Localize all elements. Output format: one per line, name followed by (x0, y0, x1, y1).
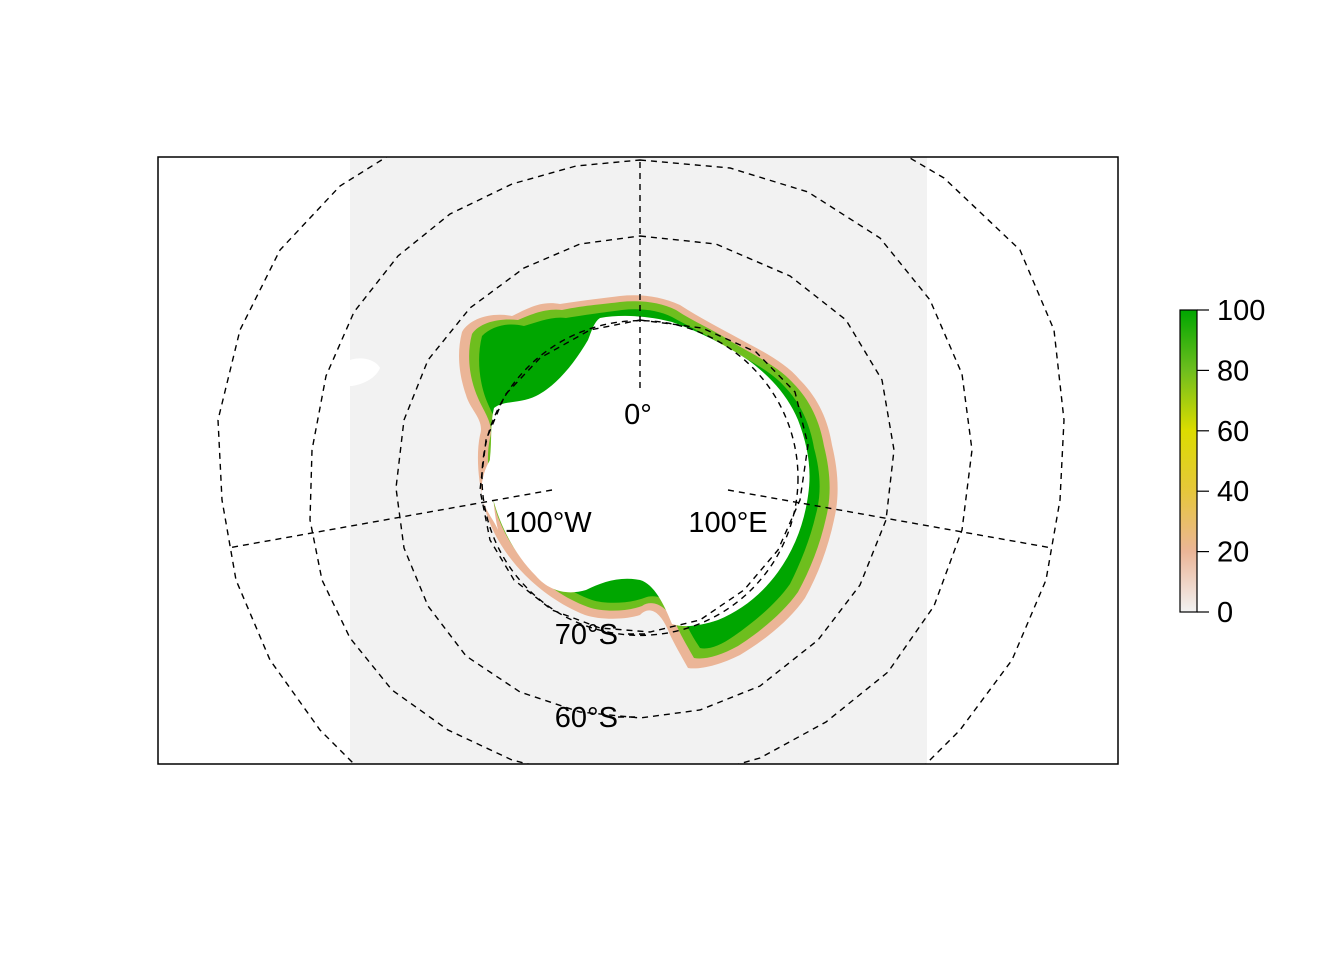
lat-60-line (395, 235, 895, 719)
legend-tick-label: 40 (1217, 476, 1249, 508)
label-70s: 70°S (555, 619, 618, 651)
legend-tick-label: 20 (1217, 537, 1249, 569)
graticule (217, 157, 1065, 764)
legend-tick-label: 100 (1217, 295, 1265, 327)
lat-40-line (217, 157, 1065, 764)
label-0deg: 0° (624, 399, 652, 431)
antarctic-peninsula (481, 460, 498, 530)
antarctica-landmass (489, 315, 810, 627)
map-frame (157, 156, 1119, 765)
legend-tick-label: 60 (1217, 416, 1249, 448)
legend: 0 20 40 60 80 100 (1179, 295, 1265, 629)
legend-colorbar (1179, 309, 1198, 613)
south-america-tip (350, 358, 380, 386)
lat-50-line (309, 159, 973, 764)
legend-tick-label: 80 (1217, 355, 1249, 387)
lat-70-line (479, 319, 809, 633)
label-60s: 60°S (555, 702, 618, 734)
legend-tick-label: 0 (1217, 597, 1233, 629)
label-100w: 100°W (504, 507, 592, 539)
label-100e: 100°E (688, 507, 767, 539)
